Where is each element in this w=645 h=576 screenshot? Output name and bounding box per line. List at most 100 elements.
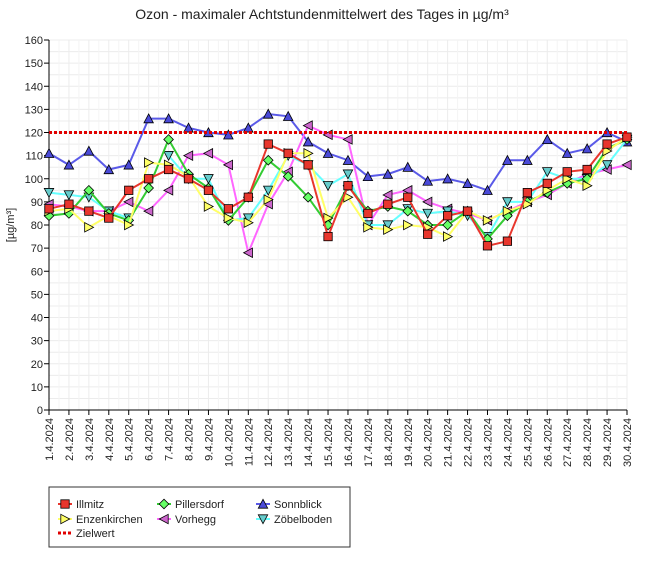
data-point-vorhegg — [342, 134, 353, 145]
legend: Illmitz Enzenkirchen Zielwert Pillersdorf Vo… — [48, 486, 351, 548]
data-point-illmitz — [104, 213, 114, 223]
data-point-sonnblick — [561, 147, 573, 158]
y-tick-label: 60 — [31, 266, 43, 278]
data-point-z-belboden — [43, 188, 55, 199]
data-point-vorhegg — [163, 184, 174, 196]
data-point-vorhegg — [202, 147, 214, 159]
data-point-enzenkirchen — [403, 219, 414, 231]
y-tick-label: 90 — [31, 197, 43, 209]
data-point-sonnblick — [502, 154, 513, 165]
data-point-sonnblick — [521, 154, 533, 165]
x-tick-label: 5.4.2024 — [124, 418, 136, 461]
data-point-vorhegg — [242, 247, 253, 259]
data-point-z-belboden — [382, 220, 394, 231]
data-point-z-belboden — [322, 181, 334, 192]
data-point-illmitz — [183, 174, 194, 184]
x-tick-label: 3.4.2024 — [84, 418, 96, 461]
data-point-vorhegg — [222, 159, 233, 171]
data-point-vorhegg — [621, 159, 632, 171]
data-point-illmitz — [323, 231, 333, 242]
data-point-enzenkirchen — [383, 224, 394, 235]
data-point-vorhegg — [123, 196, 134, 208]
y-tick-label: 0 — [37, 405, 43, 417]
legend-item-enzenkirchen: Enzenkirchen — [58, 513, 143, 526]
x-tick-label: 12.4.2024 — [263, 418, 275, 467]
x-tick-label: 20.4.2024 — [423, 418, 435, 467]
data-point-illmitz — [363, 208, 373, 219]
data-point-sonnblick — [422, 175, 434, 186]
data-point-illmitz — [223, 204, 233, 214]
y-axis-label: [µg/m³] — [5, 208, 17, 242]
legend-item-illmitz: Illmitz — [58, 499, 104, 511]
data-point-vorhegg — [382, 189, 393, 201]
data-point-illmitz — [602, 139, 612, 149]
x-tick-label: 22.4.2024 — [463, 418, 475, 467]
x-tick-label: 23.4.2024 — [482, 418, 494, 467]
data-point-pillersdorf — [143, 182, 155, 194]
x-tick-label: 10.4.2024 — [223, 418, 235, 467]
x-tick-label: 25.4.2024 — [522, 418, 534, 467]
chart-title: Ozon - maximaler Achtstundenmittelwert d… — [135, 6, 509, 22]
data-point-illmitz — [542, 178, 552, 188]
legend-label-pillersdorf: Pillersdorf — [175, 499, 225, 511]
x-tick-label: 6.4.2024 — [144, 418, 156, 461]
data-point-illmitz — [303, 160, 313, 170]
data-point-sonnblick — [402, 161, 414, 172]
x-tick-label: 29.4.2024 — [602, 418, 614, 467]
data-point-vorhegg — [143, 205, 154, 217]
data-point-illmitz — [163, 164, 174, 175]
x-tick-label: 21.4.2024 — [443, 418, 455, 467]
data-point-illmitz — [243, 192, 253, 202]
data-point-enzenkirchen — [203, 201, 215, 212]
series-enzenkirchen — [44, 131, 633, 242]
data-point-pillersdorf — [302, 191, 314, 203]
series-line-enzenkirchen — [48, 136, 628, 238]
legend-marker-illmitz — [60, 499, 70, 509]
data-point-vorhegg — [182, 150, 194, 161]
data-point-enzenkirchen — [243, 217, 254, 229]
data-point-pillersdorf — [262, 154, 274, 166]
data-point-sonnblick — [83, 145, 95, 156]
data-point-illmitz — [622, 132, 632, 142]
x-tick-label: 1.4.2024 — [44, 418, 56, 461]
data-point-pillersdorf — [83, 184, 95, 196]
data-point-sonnblick — [123, 159, 135, 170]
data-point-pillersdorf — [402, 205, 414, 217]
x-tick-label: 2.4.2024 — [64, 418, 76, 461]
data-point-pillersdorf — [282, 171, 294, 182]
legend-item-zielwert: Zielwert — [58, 528, 115, 540]
legend-marker-vorhegg — [158, 513, 169, 525]
data-point-enzenkirchen — [303, 147, 314, 159]
data-point-enzenkirchen — [84, 221, 95, 233]
data-point-illmitz — [44, 204, 54, 214]
x-tick-label: 27.4.2024 — [562, 418, 574, 467]
y-tick-label: 120 — [25, 128, 43, 140]
legend-marker-z-belboden — [257, 514, 269, 525]
data-point-enzenkirchen — [223, 212, 234, 224]
data-point-illmitz — [443, 211, 453, 221]
data-point-illmitz — [84, 206, 94, 216]
legend-marker-pillersdorf — [158, 498, 170, 510]
data-point-sonnblick — [282, 110, 294, 121]
legend-label-vorhegg: Vorhegg — [175, 514, 216, 526]
x-tick-label: 4.4.2024 — [104, 418, 116, 461]
y-tick-label: 160 — [25, 35, 43, 47]
legend-item-sonnblick: Sonnblick — [256, 498, 322, 511]
legend-box — [48, 486, 351, 548]
data-point-sonnblick — [322, 147, 334, 158]
legend-label-illmitz: Illmitz — [76, 499, 104, 511]
x-tick-label: 17.4.2024 — [363, 418, 375, 467]
x-tick-label: 13.4.2024 — [283, 418, 295, 467]
y-tick-label: 30 — [31, 336, 43, 348]
data-point-vorhegg — [302, 120, 313, 131]
y-tick-label: 40 — [31, 313, 43, 325]
legend-label-enzenkirchen: Enzenkirchen — [76, 514, 143, 526]
y-tick-label: 20 — [31, 359, 43, 371]
data-point-enzenkirchen — [263, 194, 274, 205]
series — [43, 108, 633, 259]
data-point-enzenkirchen — [363, 221, 374, 233]
x-tick-label: 11.4.2024 — [243, 418, 255, 466]
data-point-z-belboden — [242, 213, 254, 224]
x-tick-label: 16.4.2024 — [343, 418, 355, 467]
data-point-enzenkirchen — [443, 231, 454, 242]
